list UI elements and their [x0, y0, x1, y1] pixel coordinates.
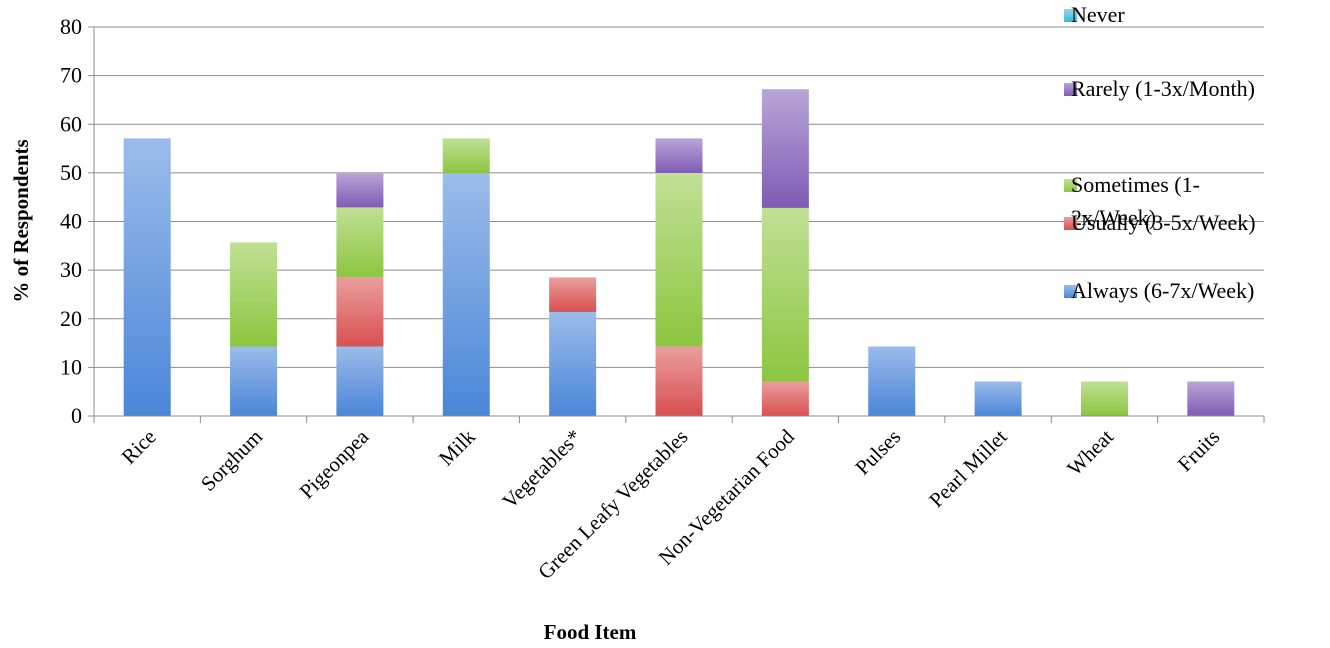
- x-tick-label-fruits: Fruits: [1173, 425, 1225, 477]
- legend-label-sometimes-1-2x-week: 2x/Week): [1071, 205, 1156, 230]
- y-tick-label: 60: [60, 111, 82, 136]
- x-tick-label-pigeonpea: Pigeonpea: [295, 424, 374, 503]
- x-tick-label-sorghum: Sorghum: [196, 425, 267, 496]
- legend-swatch-always-6-7x-week: [1064, 285, 1077, 298]
- bars: [123, 89, 1235, 416]
- x-tick-label-pulses: Pulses: [850, 425, 905, 480]
- y-tick-label: 70: [60, 63, 82, 88]
- y-tick-label: 80: [60, 14, 82, 39]
- bar-rice-always-6-7x-week: [123, 138, 171, 416]
- legend-swatch-rarely-1-3x-month: [1064, 83, 1077, 96]
- bar-wheat-sometimes-1-2x-week: [1080, 381, 1128, 416]
- x-tick-label-rice: Rice: [117, 425, 161, 469]
- bar-non-vegetarian-food-sometimes-1-2x-week: [761, 207, 809, 382]
- legend-swatch-usually-3-5x-week: [1064, 217, 1077, 230]
- y-tick-label: 40: [60, 209, 82, 234]
- bar-non-vegetarian-food-rarely-1-3x-month: [761, 89, 809, 208]
- bar-pigeonpea-always-6-7x-week: [336, 346, 384, 416]
- legend: Never Rarely (1-3x/Month) Sometimes (1- 2x/…: [1064, 2, 1256, 303]
- y-tick-label: 20: [60, 306, 82, 331]
- bar-pulses-always-6-7x-week: [868, 346, 916, 416]
- x-tick-label-pearl-millet: Pearl Millet: [924, 424, 1012, 512]
- bar-vegetables-usually-3-5x-week: [549, 277, 597, 312]
- y-tick-label: 30: [60, 257, 82, 282]
- x-tick-label-vegetables: Vegetables*: [497, 425, 586, 514]
- bar-green-leafy-vegetables-rarely-1-3x-month: [655, 138, 703, 173]
- bar-non-vegetarian-food-usually-3-5x-week: [761, 381, 809, 416]
- bar-fruits-rarely-1-3x-month: [1187, 381, 1235, 416]
- bar-pearl-millet-always-6-7x-week: [974, 381, 1022, 416]
- bar-pigeonpea-rarely-1-3x-month: [336, 172, 384, 208]
- x-tick-label-milk: Milk: [434, 424, 480, 470]
- y-tick-label: 50: [60, 160, 82, 185]
- bar-vegetables-always-6-7x-week: [549, 311, 597, 416]
- bar-green-leafy-vegetables-usually-3-5x-week: [655, 346, 703, 416]
- y-tick-label: 0: [71, 403, 82, 428]
- x-tick-label-wheat: Wheat: [1062, 424, 1118, 480]
- legend-label-rarely-1-3x-month: Rarely (1-3x/Month): [1071, 76, 1255, 101]
- legend-label-usually-3-5x-week: Usually (3-5x/Week): [1071, 210, 1256, 235]
- bar-pigeonpea-usually-3-5x-week: [336, 276, 384, 347]
- bar-sorghum-sometimes-1-2x-week: [230, 242, 278, 347]
- legend-swatch-never: [1064, 9, 1077, 22]
- legend-label-never: Never: [1071, 2, 1125, 27]
- bar-green-leafy-vegetables-sometimes-1-2x-week: [655, 172, 703, 347]
- bar-milk-always-6-7x-week: [442, 172, 490, 416]
- y-axis-title: % of Respondents: [9, 139, 33, 302]
- bar-pigeonpea-sometimes-1-2x-week: [336, 207, 384, 277]
- legend-label-always-6-7x-week: Always (6-7x/Week): [1071, 278, 1254, 303]
- x-axis-title: Food Item: [544, 620, 637, 644]
- y-tick-label: 10: [60, 354, 82, 379]
- bar-milk-sometimes-1-2x-week: [442, 138, 490, 173]
- legend-label-sometimes-1-2x-week: Sometimes (1-: [1071, 172, 1200, 197]
- bar-sorghum-always-6-7x-week: [230, 346, 278, 416]
- legend-swatch-sometimes-1-2x-week: [1064, 179, 1077, 192]
